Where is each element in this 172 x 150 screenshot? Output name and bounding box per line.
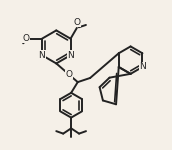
Text: N: N	[139, 63, 146, 72]
Text: O: O	[66, 70, 72, 79]
Text: N: N	[67, 51, 74, 60]
Text: O: O	[73, 18, 80, 27]
Text: N: N	[39, 51, 45, 60]
Text: O: O	[22, 34, 29, 43]
